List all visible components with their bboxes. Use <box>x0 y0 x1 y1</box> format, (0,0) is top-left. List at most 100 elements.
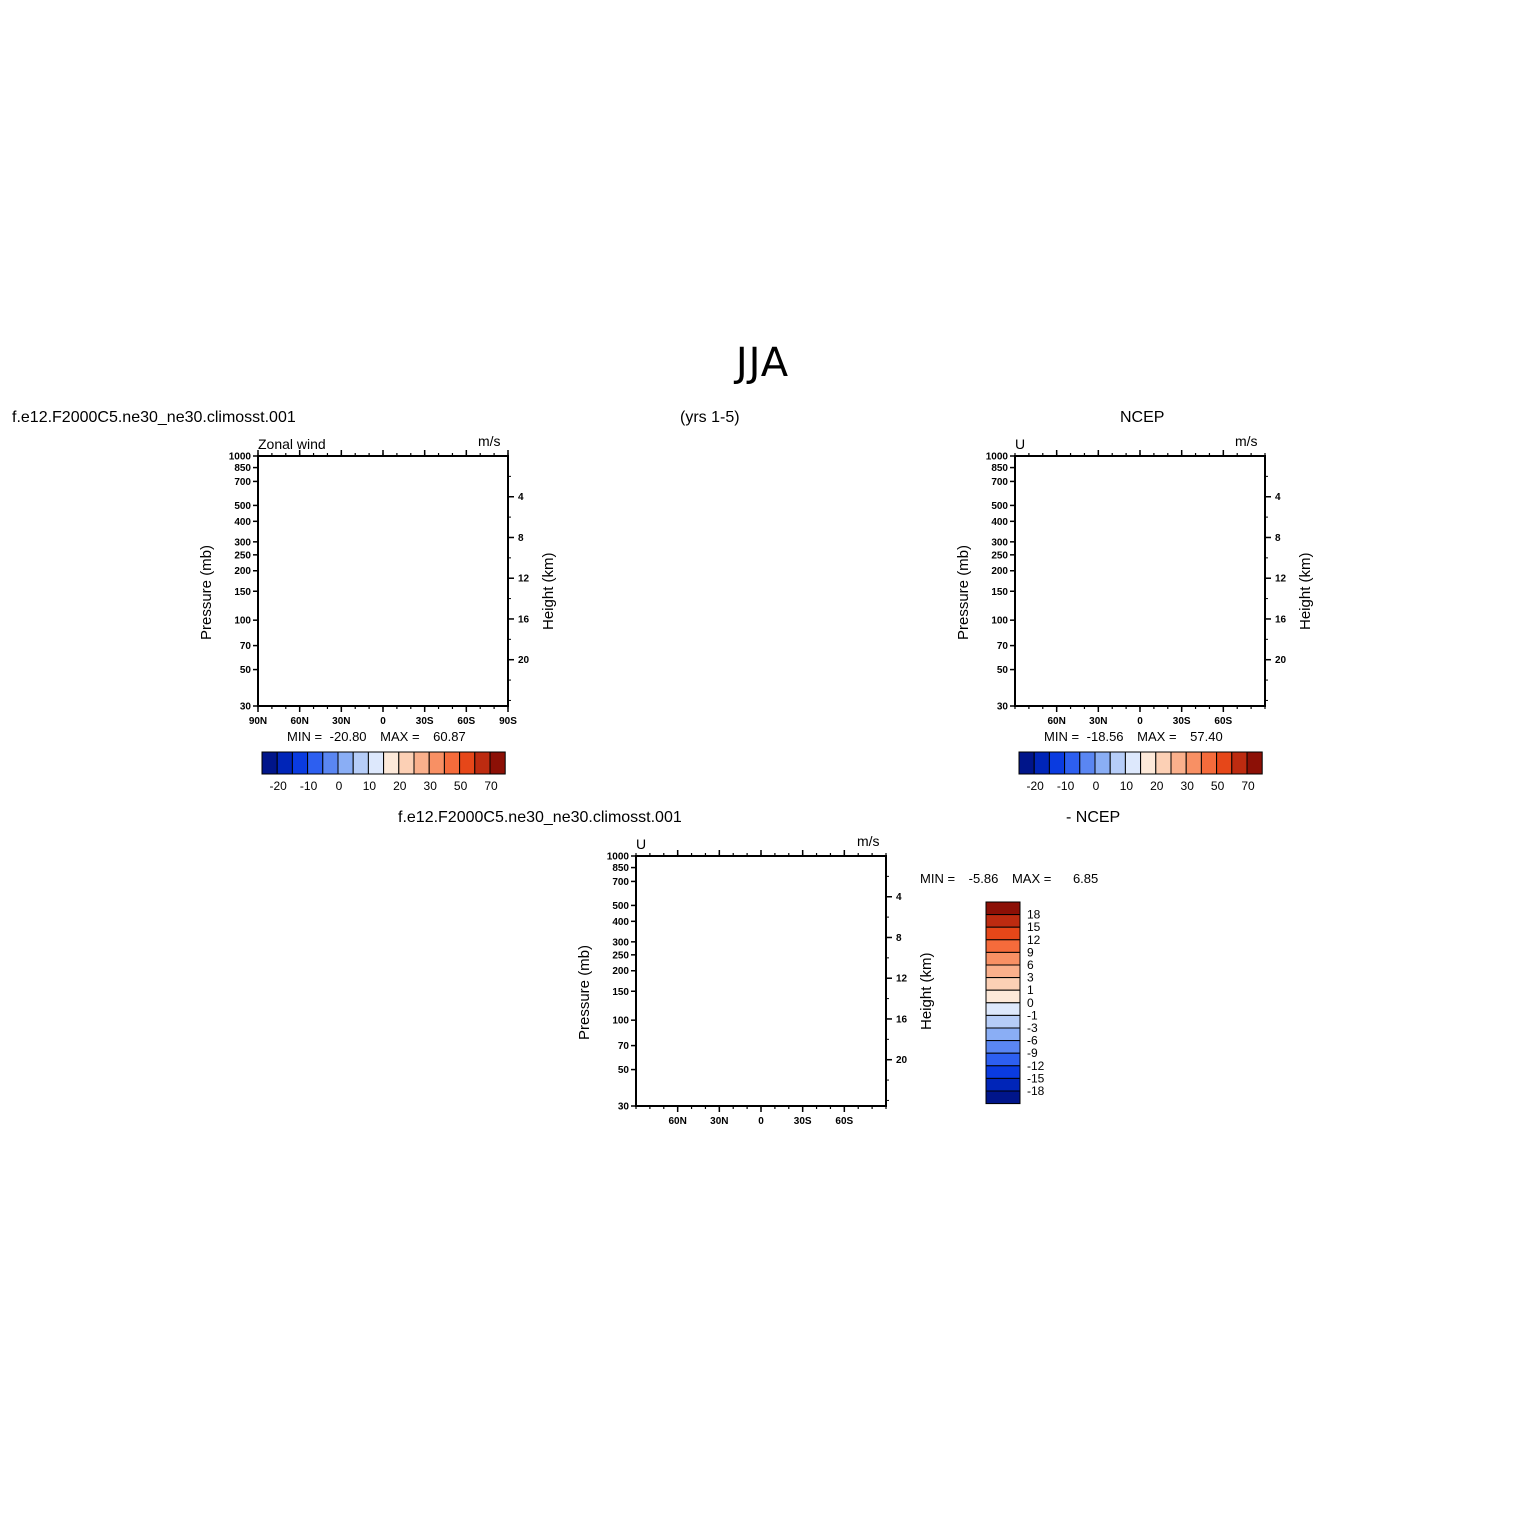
model-colorbar-box <box>443 751 461 775</box>
obs-colorbar-box <box>1094 751 1111 775</box>
diff-xtick-label: 30N <box>710 1116 728 1127</box>
obs-xtick-label: 30N <box>1089 716 1107 727</box>
diff-xtick-label: 60N <box>668 1116 686 1127</box>
obs-ytick-label: 850 <box>991 463 1008 474</box>
model-xtick-label: 60S <box>457 716 475 727</box>
model-colorbar-box <box>398 751 415 775</box>
diff-height-tick-label: 20 <box>896 1055 908 1066</box>
model-xtick-label: 30S <box>416 716 434 727</box>
obs-frame <box>1014 455 1266 707</box>
model-height-tick-label: 12 <box>518 574 530 585</box>
model-heatmap: 90N 60N 30N 0 30S 60S 90S 30 50 70 100 150 200 250 300… <box>229 450 530 727</box>
obs-height-tick-label: 4 <box>1275 492 1281 503</box>
obs-colorbar-box <box>1200 751 1218 775</box>
diff-colorbar-label: 12 <box>1027 933 1041 947</box>
model-colorbar-label: 30 <box>424 779 438 793</box>
diff-colorbar-label: 0 <box>1027 996 1034 1010</box>
diff-colorbar-label: 1 <box>1027 983 1034 997</box>
diff-colorbar-box <box>985 964 1021 979</box>
model-var-label: Zonal wind <box>258 436 326 452</box>
obs-ytick-label: 200 <box>991 566 1008 577</box>
diff-colorbar-box <box>985 1090 1021 1105</box>
obs-height-tick-label: 20 <box>1275 655 1287 666</box>
diff-colorbar-box <box>985 939 1021 953</box>
model-ytick-label: 500 <box>234 501 251 512</box>
obs-colorbar-box <box>1155 751 1172 775</box>
diff-ytick-label: 850 <box>612 863 629 874</box>
diff-colorbar-box <box>985 1077 1021 1092</box>
obs-colorbar-box <box>1109 751 1126 775</box>
obs-units-label: m/s <box>1235 433 1258 449</box>
diff-ytick-label: 250 <box>612 950 629 961</box>
model-min-value: -20.80 <box>330 729 367 744</box>
diff-colorbar-box <box>985 1052 1021 1067</box>
model-ytick-label: 400 <box>234 517 251 528</box>
model-colorbar-label: 0 <box>336 779 343 793</box>
obs-ytick-label: 400 <box>991 517 1008 528</box>
obs-min-value: -18.56 <box>1087 729 1124 744</box>
obs-height-tick-label: 16 <box>1275 614 1287 625</box>
model-xtick-label: 90S <box>499 716 517 727</box>
diff-colorbar-label: -9 <box>1027 1046 1038 1060</box>
diff-colorbar-label: 18 <box>1027 908 1041 922</box>
model-frame <box>257 455 509 707</box>
diff-colorbar-label: -12 <box>1027 1059 1045 1073</box>
obs-min-label: MIN = <box>1044 729 1079 744</box>
obs-ytick-label: 500 <box>991 501 1008 512</box>
diff-ytick-label: 150 <box>612 987 629 998</box>
model-units-label: m/s <box>478 433 501 449</box>
obs-max-value: 57.40 <box>1190 729 1223 744</box>
model-xtick-label: 90N <box>249 716 267 727</box>
diff-colorbar-box <box>985 901 1021 916</box>
diff-min-label: MIN = <box>920 871 955 886</box>
diff-colorbar-label: -3 <box>1027 1021 1038 1035</box>
diff-colorbar-box <box>985 1040 1021 1054</box>
obs-colorbar-box <box>1231 751 1248 775</box>
diff-var-label: U <box>636 836 646 852</box>
obs-ytick-label: 700 <box>991 477 1008 488</box>
model-colorbar-box <box>474 751 491 775</box>
diff-colorbar-label: -6 <box>1027 1034 1038 1048</box>
model-colorbar-box <box>276 751 293 775</box>
model-colorbar-box <box>413 751 430 775</box>
obs-ytick-label: 1000 <box>986 452 1009 463</box>
obs-colorbar-box <box>1170 751 1187 775</box>
diff-ytick-label: 50 <box>618 1065 630 1076</box>
obs-max-label: MAX = <box>1137 729 1176 744</box>
model-case-label: f.e12.F2000C5.ne30_ne30.climosst.001 <box>12 409 296 427</box>
diff-height-tick-label: 12 <box>896 974 908 985</box>
model-ytick-label: 850 <box>234 463 251 474</box>
obs-var-label: U <box>1015 436 1025 452</box>
obs-colorbar-label: 70 <box>1241 779 1255 793</box>
obs-colorbar-box <box>1246 751 1263 775</box>
diff-height-tick-label: 16 <box>896 1014 908 1025</box>
diff-height-tick-label: 4 <box>896 892 902 903</box>
obs-ytick-label: 100 <box>991 616 1008 627</box>
model-ytick-label: 100 <box>234 616 251 627</box>
model-colorbar-box <box>383 751 400 775</box>
diff-ylabel-left: Pressure (mb) <box>576 945 593 1040</box>
obs-colorbar-box <box>1185 751 1202 775</box>
diff-ytick-label: 200 <box>612 966 629 977</box>
obs-colorbar-label: 20 <box>1150 779 1164 793</box>
obs-colorbar-label: 30 <box>1181 779 1195 793</box>
model-ytick-label: 200 <box>234 566 251 577</box>
diff-colorbar-box <box>985 989 1021 1004</box>
obs-colorbar-box <box>1140 751 1157 775</box>
obs-ylabel-left: Pressure (mb) <box>955 545 972 640</box>
diff-colorbar-label: 9 <box>1027 945 1034 959</box>
model-colorbar-box <box>322 751 339 775</box>
obs-colorbar-box <box>1079 751 1096 775</box>
diff-minmax: MIN = -5.86 MAX = 6.85 <box>920 871 1098 886</box>
obs-ytick-label: 300 <box>991 537 1008 548</box>
diff-height-tick-label: 8 <box>896 933 902 944</box>
diff-ytick-label: 100 <box>612 1016 629 1027</box>
model-ytick-label: 700 <box>234 477 251 488</box>
obs-colorbar: -20 -10 0 10 20 30 50 70 <box>1018 751 1263 793</box>
model-ytick-label: 150 <box>234 587 251 598</box>
diff-colorbar-box <box>985 914 1021 928</box>
model-ytick-label: 50 <box>240 665 252 676</box>
diff-xtick-label: 60S <box>835 1116 853 1127</box>
obs-colorbar-label: -20 <box>1027 779 1045 793</box>
diff-minus-label: - NCEP <box>1066 809 1120 827</box>
